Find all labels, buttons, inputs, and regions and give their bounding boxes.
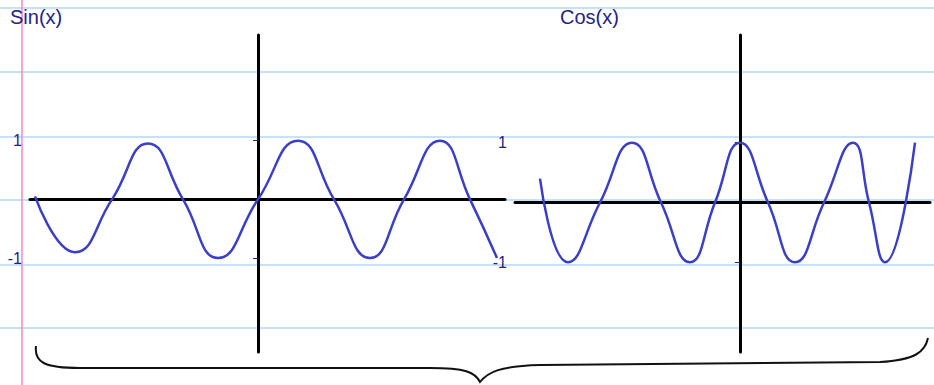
svg-text:1: 1 (13, 132, 22, 149)
svg-text:1: 1 (498, 134, 507, 151)
svg-text:Cos(x): Cos(x) (560, 6, 619, 28)
svg-text:-1: -1 (8, 250, 22, 267)
svg-text:Sin(x): Sin(x) (10, 6, 62, 28)
svg-text:-1: -1 (492, 253, 507, 271)
